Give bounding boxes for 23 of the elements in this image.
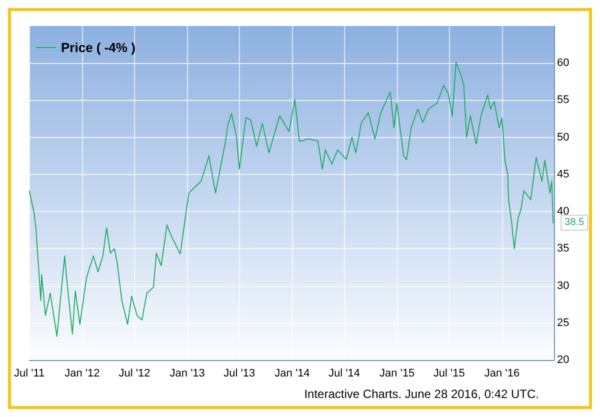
annotation: 38.5 (564, 217, 585, 228)
y-tick-label: 25 (557, 316, 570, 329)
x-tick-label: Jan '16 (484, 368, 520, 380)
y-tick-label: 35 (557, 242, 570, 255)
x-tick-label: Jul '15 (433, 368, 465, 380)
x-tick-label: Jan '13 (170, 368, 205, 380)
y-tick-label: 45 (557, 168, 570, 180)
y-tick-label: 30 (557, 280, 570, 292)
y-tick-label: 55 (557, 94, 570, 106)
legend-label: Price ( -4% ) (61, 40, 136, 55)
x-tick-label: Jul '14 (328, 368, 360, 380)
line-series (28, 62, 554, 337)
text: Interactive Charts. June 28 2016, 0:42 UTC. (304, 387, 540, 401)
y-tick-label: 20 (557, 354, 570, 366)
y-tick-label: 40 (557, 206, 570, 218)
x-tick-label: Jan '14 (274, 368, 310, 380)
y-tick-label: 50 (557, 131, 570, 144)
x-tick-label: Jul '13 (224, 368, 256, 380)
x-tick-label: Jul '11 (14, 368, 45, 380)
x-tick-label: Jul '12 (118, 368, 150, 380)
y-tick-label: 60 (557, 57, 570, 70)
x-tick-label: Jan '15 (380, 368, 415, 380)
x-tick-label: Jan '12 (64, 368, 100, 380)
